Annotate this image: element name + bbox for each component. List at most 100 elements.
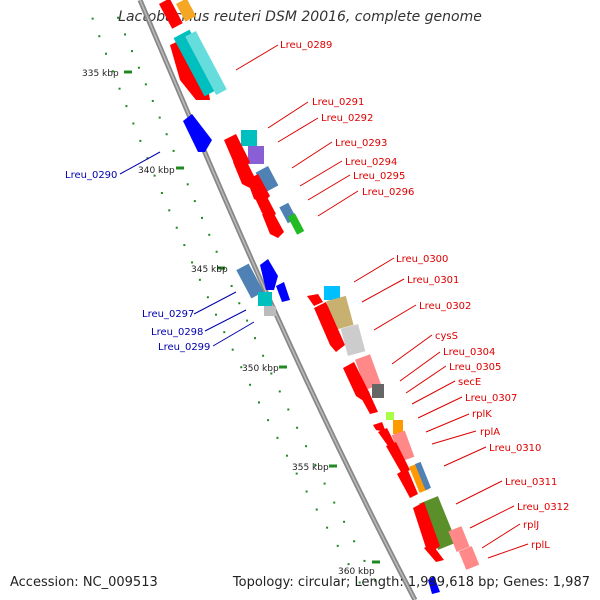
- gene-label: Lreu_0311: [505, 477, 557, 488]
- tick-dot: [315, 508, 318, 511]
- accession-text: Accession: NC_009513: [10, 575, 158, 590]
- tick-dot: [374, 579, 377, 582]
- tick-dot: [206, 296, 209, 299]
- tick-dot: [198, 278, 201, 281]
- gene-label: Lreu_0300: [396, 254, 448, 265]
- tick-dot: [249, 383, 252, 386]
- tick-dot: [254, 337, 257, 340]
- tick-dot: [305, 490, 308, 493]
- label-connectors-forward: [235, 44, 529, 559]
- gene-block: [185, 31, 227, 95]
- gene-label: rplK: [472, 409, 492, 420]
- tick-dot: [240, 366, 243, 369]
- tick-dot: [296, 426, 299, 429]
- tick-dot: [287, 408, 290, 411]
- tick-dot: [305, 445, 308, 448]
- tick-dot: [230, 285, 233, 287]
- tick-dot: [191, 261, 194, 264]
- tick-dot: [151, 99, 154, 102]
- gene-block: [159, 0, 183, 29]
- tick-dot: [144, 83, 147, 86]
- gene-label: Lreu_0302: [419, 301, 471, 312]
- tick-dot: [132, 122, 135, 125]
- gene-group-0300: [307, 286, 480, 594]
- tick-dot: [262, 354, 265, 357]
- tick-dot: [183, 244, 186, 247]
- tick-dot: [137, 66, 140, 69]
- kbp-label: 350 kbp: [242, 364, 279, 374]
- tick-dot: [158, 116, 161, 119]
- kbp-label: 335 kbp: [82, 69, 119, 79]
- map-title: Lactobacillus reuteri DSM 20016, complet…: [118, 9, 482, 25]
- forward-gene-labels: Lreu_0289 Lreu_0291 Lreu_0292 Lreu_0293 …: [280, 40, 569, 551]
- label-connectors-reverse: [119, 151, 255, 347]
- tick-dot: [353, 540, 356, 543]
- tick-dot: [168, 209, 171, 212]
- tick-dot: [139, 139, 142, 142]
- tick-dot: [172, 149, 175, 152]
- tick-dot: [336, 544, 339, 547]
- tick-dot: [347, 563, 350, 566]
- tick-dot: [223, 331, 226, 334]
- tick-dot: [186, 183, 189, 186]
- tick-dot: [111, 70, 114, 73]
- tick-dot: [208, 233, 211, 236]
- gene-label: Lreu_0298: [151, 327, 203, 338]
- gene-label: Lreu_0295: [353, 171, 405, 182]
- kbp-label: 340 kbp: [138, 166, 175, 176]
- kbp-ticks: [124, 70, 380, 564]
- tick-dot: [295, 472, 298, 475]
- kbp-label: 345 kbp: [191, 265, 228, 275]
- gene-label: Lreu_0307: [465, 393, 517, 404]
- gene-label: Lreu_0289: [280, 40, 332, 51]
- tick-dot: [323, 482, 326, 485]
- gene-label: rplA: [480, 427, 500, 438]
- kbp-label: 355 kbp: [292, 463, 329, 473]
- gene-label: Lreu_0293: [335, 138, 387, 149]
- gene-label: rplJ: [523, 520, 539, 531]
- tick-dot: [258, 401, 261, 404]
- genome-backbone: [137, 0, 418, 600]
- gene-group-0291: [224, 130, 305, 238]
- gene-label: Lreu_0291: [312, 97, 364, 108]
- tick-dot: [363, 559, 366, 562]
- tick-dot: [146, 157, 149, 160]
- tick-dot: [278, 390, 281, 393]
- gene-label: Lreu_0312: [517, 502, 569, 513]
- tick-dot: [160, 191, 163, 194]
- gene-label: Lreu_0299: [158, 342, 210, 353]
- tick-dot: [246, 319, 249, 322]
- tick-dot: [98, 35, 101, 38]
- reverse-gene-labels: Lreu_0290 Lreu_0297 Lreu_0298 Lreu_0299: [65, 170, 210, 353]
- tick-dot: [358, 581, 361, 584]
- tick-dot: [267, 419, 270, 422]
- gene-label: Lreu_0294: [345, 157, 397, 168]
- tick-dot: [270, 372, 273, 375]
- gene-label: Lreu_0310: [489, 443, 541, 454]
- tick-dot: [314, 463, 317, 466]
- tick-dot: [326, 526, 329, 529]
- gene-group-0289: [170, 29, 227, 100]
- tick-dot: [343, 520, 346, 523]
- gene-label: cysS: [435, 331, 458, 342]
- tick-dot: [105, 52, 108, 55]
- gene-label: Lreu_0296: [362, 187, 414, 198]
- tick-dot: [231, 348, 234, 351]
- gene-arrow-reverse: [183, 114, 212, 152]
- tick-dot: [238, 302, 241, 305]
- tick-dot: [193, 200, 196, 203]
- gene-label: Lreu_0301: [407, 275, 459, 286]
- tick-dot: [125, 105, 128, 108]
- tick-dot: [124, 33, 127, 36]
- tick-dot: [117, 16, 120, 19]
- tick-dot: [285, 454, 288, 457]
- gene-label: Lreu_0290: [65, 170, 117, 181]
- gene-block: [176, 0, 196, 22]
- gene-label: Lreu_0304: [443, 347, 495, 358]
- tick-dot: [153, 174, 156, 177]
- tick-dot: [91, 17, 94, 20]
- tick-dot: [130, 50, 133, 53]
- gene-label: rplL: [531, 540, 550, 551]
- genome-summary: Topology: circular; Length: 1,999,618 bp…: [232, 575, 590, 590]
- kbp-label: 360 kbp: [338, 567, 375, 577]
